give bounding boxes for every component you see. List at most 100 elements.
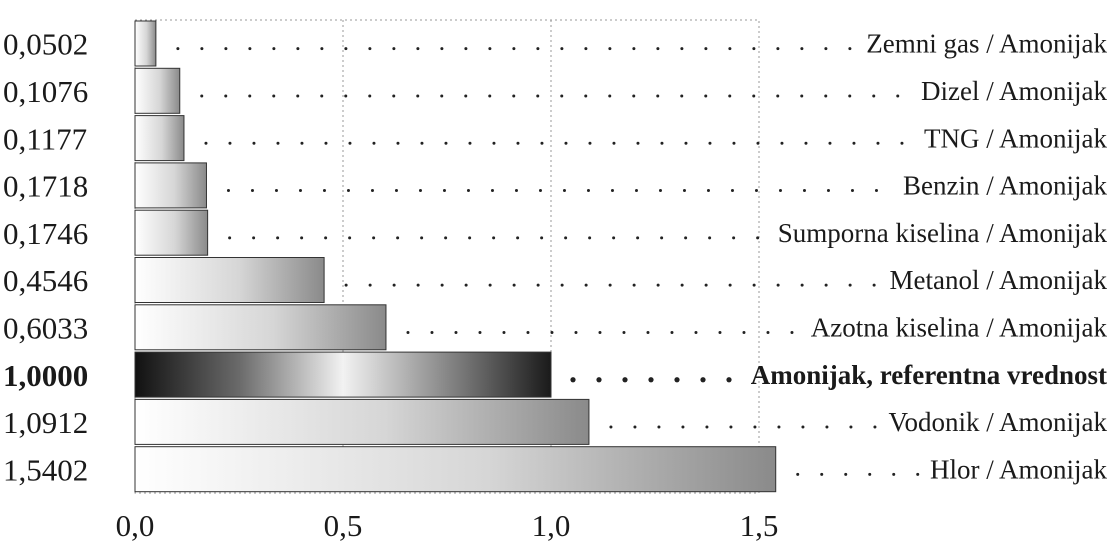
leader-dot (560, 47, 564, 51)
leader-dot (248, 94, 252, 98)
x-tick-label: 0,0 (116, 508, 155, 543)
leader-dot (512, 47, 516, 51)
bar (134, 304, 387, 351)
leader-dot (536, 47, 540, 51)
leader-dot (801, 425, 805, 429)
leader-dot (406, 330, 410, 334)
leader-dot (826, 189, 830, 193)
leader-dot (416, 283, 420, 287)
leader-dot (344, 283, 348, 287)
leader-dot (418, 189, 422, 193)
leader-dot (656, 283, 660, 287)
leader-dot (276, 141, 280, 145)
leader-dot (708, 236, 712, 240)
leader-dot (514, 189, 518, 193)
leader-dot (596, 377, 602, 383)
leader-dot (394, 189, 398, 193)
leader-dot (226, 189, 230, 193)
leader-dot (392, 94, 396, 98)
leader-dot (370, 189, 374, 193)
leader-dot (872, 283, 876, 287)
leader-dot (844, 472, 848, 476)
leader-dot (694, 330, 698, 334)
leader-dot (272, 94, 276, 98)
leader-dot (876, 141, 880, 145)
leader-dot (228, 141, 232, 145)
leader-dot (728, 94, 732, 98)
leader-dot (444, 236, 448, 240)
leader-dot (250, 189, 254, 193)
leader-dot (200, 47, 204, 51)
leader-dot (608, 94, 612, 98)
leader-dot (868, 472, 872, 476)
leader-dot (680, 47, 684, 51)
x-tick-label: 0,5 (324, 508, 363, 543)
category-label: Vodonik / Amonijak (888, 407, 1107, 437)
bar (134, 209, 209, 256)
leader-dot (584, 283, 588, 287)
leader-dot (368, 283, 372, 287)
leader-dot (706, 189, 710, 193)
leader-dot (800, 283, 804, 287)
leader-dot (420, 141, 424, 145)
leader-dot (754, 189, 758, 193)
leader-dot (657, 425, 661, 429)
leader-dot (490, 189, 494, 193)
leader-dot (680, 283, 684, 287)
leader-dot (700, 377, 706, 383)
leader-dot (610, 189, 614, 193)
category-label: Sumporna kiselina / Amonijak (778, 218, 1108, 248)
leader-dot (464, 283, 468, 287)
bar (134, 257, 325, 303)
bar (134, 20, 157, 67)
leader-dot (464, 94, 468, 98)
leader-dot (488, 47, 492, 51)
leader-dot (804, 141, 808, 145)
leader-dot (468, 141, 472, 145)
value-label: 0,1718 (3, 169, 88, 204)
leader-dot (466, 189, 470, 193)
leader-dot (753, 425, 757, 429)
leader-dot (674, 377, 680, 383)
leader-dot (478, 330, 482, 334)
leader-dot (704, 94, 708, 98)
leader-dot (564, 236, 568, 240)
leader-dot (248, 47, 252, 51)
value-labels: 0,0502 0,1076 0,1177 0,1718 0,1746 0,4546 0,60… (3, 27, 88, 488)
leader-dot (729, 425, 733, 429)
category-label: Benzin / Amonijak (903, 171, 1107, 201)
bar (134, 398, 590, 445)
leader-dot (633, 425, 637, 429)
leader-dot (416, 47, 420, 51)
category-label: Hlor / Amonijak (930, 454, 1107, 484)
leader-dot (200, 94, 204, 98)
leader-dot (550, 330, 554, 334)
leader-dot (658, 189, 662, 193)
leader-dot (732, 141, 736, 145)
value-label: 1,0000 (3, 358, 88, 393)
leader-dot (850, 189, 854, 193)
value-label: 1,0912 (3, 405, 88, 440)
leader-dot (682, 189, 686, 193)
bars (134, 20, 777, 493)
leader-dot (726, 377, 732, 383)
leader-dot (852, 141, 856, 145)
leader-dot (416, 94, 420, 98)
leader-dot (796, 472, 800, 476)
leader-dot (790, 330, 794, 334)
bar (134, 115, 185, 162)
leader-dot (704, 47, 708, 51)
leader-dot (874, 189, 878, 193)
leader-dot (348, 141, 352, 145)
leader-dot (752, 47, 756, 51)
leader-dot (660, 141, 664, 145)
leader-dots (176, 47, 920, 476)
leader-dot (372, 141, 376, 145)
grid (134, 19, 760, 494)
leader-dot (684, 236, 688, 240)
leader-dot (680, 94, 684, 98)
leader-dot (492, 141, 496, 145)
leader-dot (368, 94, 372, 98)
leader-dot (800, 94, 804, 98)
leader-dot (632, 283, 636, 287)
